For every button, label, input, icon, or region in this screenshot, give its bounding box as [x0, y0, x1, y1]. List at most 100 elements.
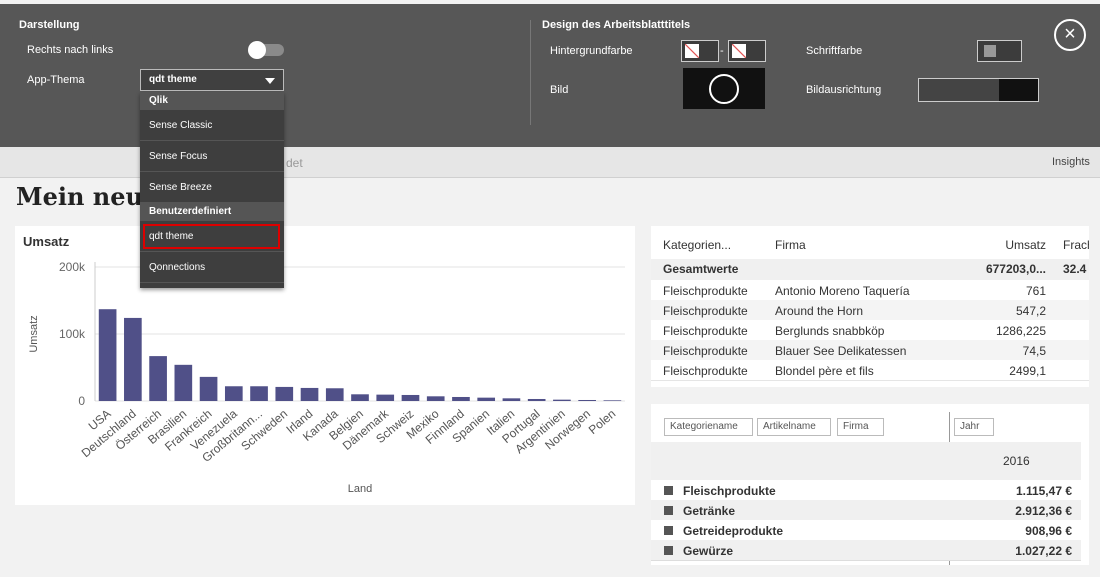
totals-value: 32.4 — [1063, 262, 1087, 276]
color-button[interactable] — [728, 40, 766, 62]
label: Hintergrundfarbe — [550, 45, 633, 57]
y-tick-label: 0 — [78, 394, 85, 408]
bar — [174, 364, 193, 401]
totals-value: 677203,0... — [985, 262, 1046, 276]
row-value: 1.027,22 € — [1015, 544, 1072, 558]
table-row — [651, 360, 1089, 381]
filter-chip[interactable]: Kategoriename — [664, 418, 753, 436]
dropdown-group: Qlik — [140, 92, 284, 110]
bar — [477, 397, 496, 401]
bar — [603, 400, 622, 401]
x-axis-label: Land — [348, 483, 372, 495]
section-title: Design des Arbeitsblatttitels — [542, 19, 691, 31]
pivot-card: Kategoriename Artikelname Firma Jahr 2016 Fle… — [651, 404, 1089, 565]
bar-chart: Umsatz0100k200kUmsatzLandUSADeutschlandÖ… — [23, 234, 625, 495]
close-button[interactable]: × — [1054, 19, 1086, 51]
table-cell: Blondel père et fils — [775, 364, 874, 378]
row-label[interactable]: Gewürze — [683, 544, 734, 558]
column-header[interactable]: Firma — [775, 238, 806, 252]
dropdown-item[interactable]: Sense Classic — [140, 110, 284, 141]
column-header[interactable]: Kategorien... — [663, 238, 732, 252]
table-cell: Berglunds snabbköp — [775, 324, 885, 338]
alignment-buttons[interactable] — [918, 78, 1039, 102]
table-cell: Antonio Moreno Taquería — [775, 284, 910, 298]
filter-chip[interactable]: Firma — [837, 418, 884, 436]
totals-label: Gesamtwerte — [663, 262, 739, 276]
chart-title: Umsatz — [23, 234, 70, 249]
totals-bg — [651, 259, 1089, 280]
bar — [250, 386, 268, 401]
select-value: qdt theme — [149, 74, 197, 85]
table-cell: Fleischprodukte — [663, 304, 748, 318]
bar — [124, 317, 142, 401]
row-value: 908,96 € — [1025, 524, 1072, 538]
row-label[interactable]: Fleischprodukte — [683, 484, 776, 498]
divider — [530, 20, 531, 125]
bar — [98, 309, 117, 401]
selected-outline — [143, 224, 280, 249]
dropdown-item[interactable]: Sense Breeze — [140, 172, 284, 203]
chart-card: Umsatz 0 100k 200k Umsatz Land USA Deutschland Ö… — [15, 226, 635, 505]
toolbar-text: det — [286, 156, 303, 170]
filter-chip[interactable]: Artikelname — [757, 418, 831, 436]
bar — [452, 396, 470, 401]
bar — [300, 387, 319, 401]
row-label[interactable]: Getränke — [683, 504, 736, 518]
table-cell: Around the Horn — [775, 304, 864, 318]
label: Rechts nach links — [27, 44, 114, 56]
table-cell: Fleischprodukte — [663, 284, 748, 298]
insights-button[interactable]: Insights — [1052, 156, 1090, 168]
label: App-Thema — [27, 74, 85, 86]
bar — [553, 399, 571, 401]
y-tick-label: 100k — [59, 327, 86, 341]
section-title: Darstellung — [19, 19, 80, 31]
table-cell: 547,2 — [1015, 304, 1046, 318]
label: Schriftfarbe — [806, 45, 863, 57]
expand-icon — [664, 486, 673, 495]
table-cell: Fleischprodukte — [663, 344, 748, 358]
color-button[interactable] — [977, 40, 1022, 62]
table-card: Kategorien... Firma Umsatz Frach Gesamtwerte… — [651, 226, 1089, 387]
table-cell: Fleischprodukte — [663, 364, 748, 378]
filter-chip[interactable]: Jahr — [954, 418, 995, 436]
y-tick-label: 200k — [59, 260, 86, 274]
label: Bildausrichtung — [806, 84, 882, 96]
table-cell: 74,5 — [1022, 344, 1046, 358]
separator: - — [720, 45, 724, 57]
table-cell: Blauer See Delikatessen — [775, 344, 907, 358]
x-tick-label: Polen — [586, 407, 619, 437]
image-button[interactable] — [683, 68, 765, 109]
dropdown-item[interactable]: Qonnections — [140, 252, 284, 283]
label: Bild — [550, 84, 569, 96]
column-value: 2016 — [1003, 454, 1030, 468]
pivot-row — [651, 540, 1081, 561]
dropdown-item[interactable]: Sense Focus — [140, 141, 284, 172]
bar — [502, 398, 521, 401]
dropdown-group: Benutzerdefiniert — [140, 203, 284, 221]
y-axis-label: Umsatz — [28, 315, 40, 352]
theme-dropdown: Qlik Sense Classic Sense Focus Sense Breeze… — [140, 92, 284, 288]
row-value: 1.115,47 € — [1015, 484, 1072, 498]
bar — [578, 399, 596, 401]
expand-icon — [664, 506, 673, 515]
table-cell: Fleischprodukte — [663, 324, 748, 338]
bar — [426, 396, 445, 401]
bar — [224, 386, 243, 401]
column-header[interactable]: Umsatz — [1005, 238, 1046, 252]
theme-select[interactable]: qdt theme — [140, 69, 284, 91]
column-header[interactable]: Frach — [1063, 238, 1089, 252]
bar — [376, 394, 395, 401]
table-cell: 1286,225 — [995, 324, 1046, 338]
row-label[interactable]: Getreideprodukte — [683, 524, 784, 538]
color-button[interactable] — [681, 40, 719, 62]
table-cell: 2499,1 — [1009, 364, 1046, 378]
expand-icon — [664, 526, 673, 535]
dropdown-item[interactable]: qdt theme — [140, 221, 284, 252]
bar — [149, 356, 167, 401]
bar — [199, 376, 218, 401]
table-cell: 761 — [1025, 284, 1046, 298]
bar — [527, 398, 546, 401]
bar — [275, 386, 294, 401]
toggle[interactable] — [248, 41, 284, 59]
